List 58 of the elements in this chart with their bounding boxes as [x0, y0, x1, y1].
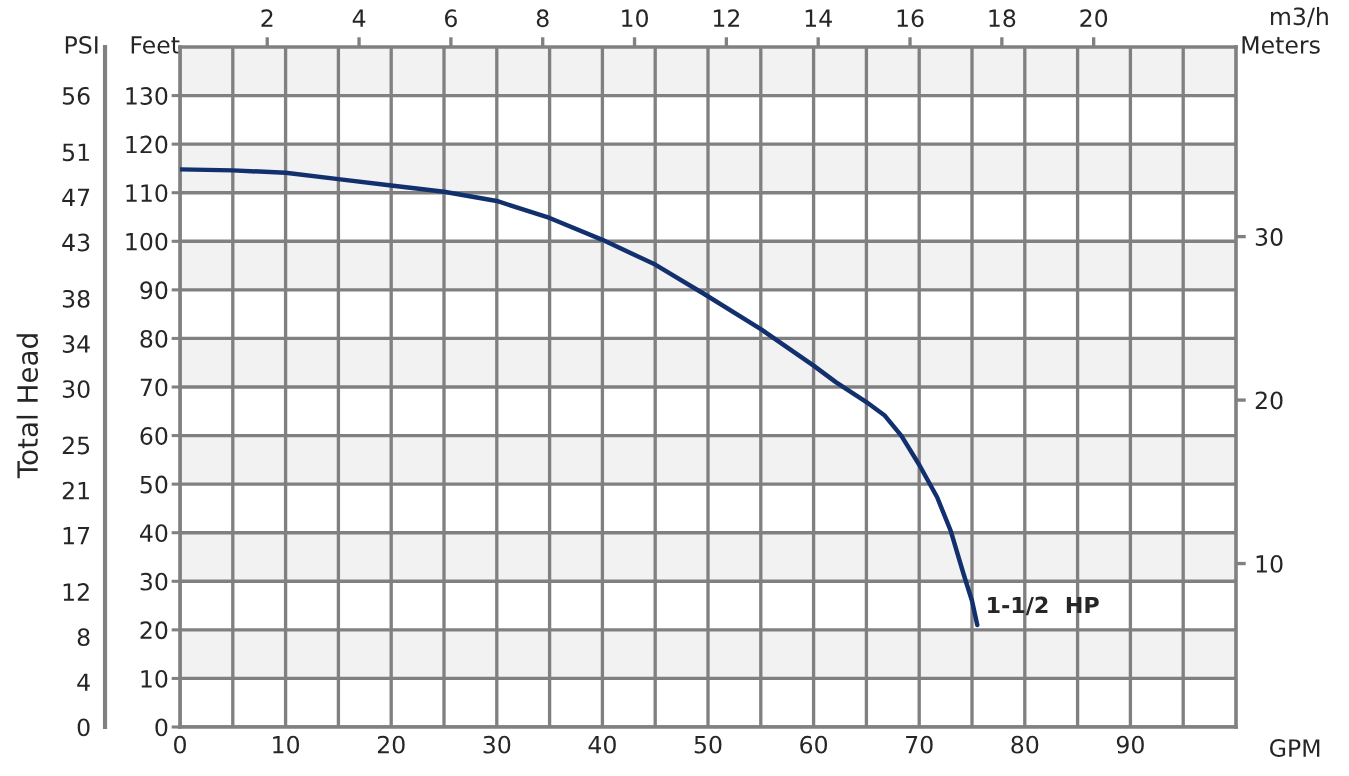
x-tick-label: 70: [906, 735, 933, 754]
x-tick-label: 40: [588, 735, 616, 754]
y2-tick-label: 10: [1256, 554, 1283, 573]
y3-tick-label: 47: [62, 188, 90, 206]
y-tick-label: 20: [140, 621, 168, 640]
y2-tick-label: 20: [1255, 391, 1283, 410]
x-tick-label: 90: [1116, 735, 1144, 754]
y-tick-label: 70: [140, 378, 168, 397]
x2-tick-label: 8: [536, 9, 549, 28]
y3-tick-label: 56: [62, 86, 90, 105]
y-tick-label: 30: [140, 572, 168, 591]
x2-tick-label: 10: [622, 9, 648, 28]
text: Total Head: [16, 334, 39, 479]
line-series: [180, 167, 980, 628]
x-tick-label: 30: [483, 735, 511, 754]
x-tick-label: 10: [273, 735, 300, 754]
x2-tick-label: 12: [713, 9, 740, 27]
y-axis-title: Feet: [131, 36, 180, 54]
x2-tick-label: 2: [261, 9, 273, 27]
x-tick-label: 60: [800, 735, 828, 754]
x2-axis-title: m3/h: [1271, 7, 1328, 28]
y3-tick-label: 21: [62, 481, 89, 500]
y3-tick-label: 8: [77, 628, 90, 647]
y-tick-label: 50: [140, 475, 168, 494]
y3-tick-label: 0: [77, 718, 90, 737]
y3-tick-label: 38: [62, 289, 90, 308]
x2-tick-label: 20: [1080, 9, 1108, 28]
x-tick-label: 80: [1011, 735, 1039, 754]
x2-tick-label: 16: [897, 9, 924, 28]
x2-tick-label: 6: [445, 9, 457, 28]
y-tick-label: 40: [140, 524, 168, 543]
y-tick-label: 100: [126, 232, 168, 251]
x-axis-title: GPM: [1270, 739, 1320, 757]
y-tick-label: 120: [126, 135, 168, 154]
y3-axis-title: PSI: [65, 35, 98, 54]
y3-tick-label: 43: [62, 233, 90, 252]
y-tick-label: 80: [140, 329, 168, 348]
y3-tick-label: 34: [62, 335, 90, 353]
y-tick-label: 0: [155, 718, 168, 737]
x-tick-label: 50: [694, 735, 722, 754]
y3-tick-label: 12: [63, 583, 89, 601]
y3-tick-label: 30: [62, 380, 90, 398]
y3-tick-label: 4: [77, 673, 90, 691]
y3-tick-label: 25: [62, 436, 90, 455]
y2-tick-label: 30: [1255, 228, 1283, 246]
x2-tick-label: 4: [352, 9, 366, 27]
y-tick-label: 130: [126, 87, 168, 105]
y3-tick-label: 51: [62, 143, 89, 162]
y-tick-label: 110: [126, 184, 168, 203]
x2-tick-label: 14: [805, 9, 832, 27]
x-tick-label: 0: [174, 735, 186, 754]
y-tick-label: 10: [141, 669, 168, 688]
x-tick-label: 20: [377, 735, 405, 754]
y3-tick-label: 17: [63, 527, 90, 545]
y2-axis-title: Meters: [1242, 36, 1320, 54]
x2-tick-label: 18: [989, 9, 1016, 28]
y-tick-label: 90: [140, 281, 168, 300]
y-tick-label: 60: [140, 427, 168, 445]
